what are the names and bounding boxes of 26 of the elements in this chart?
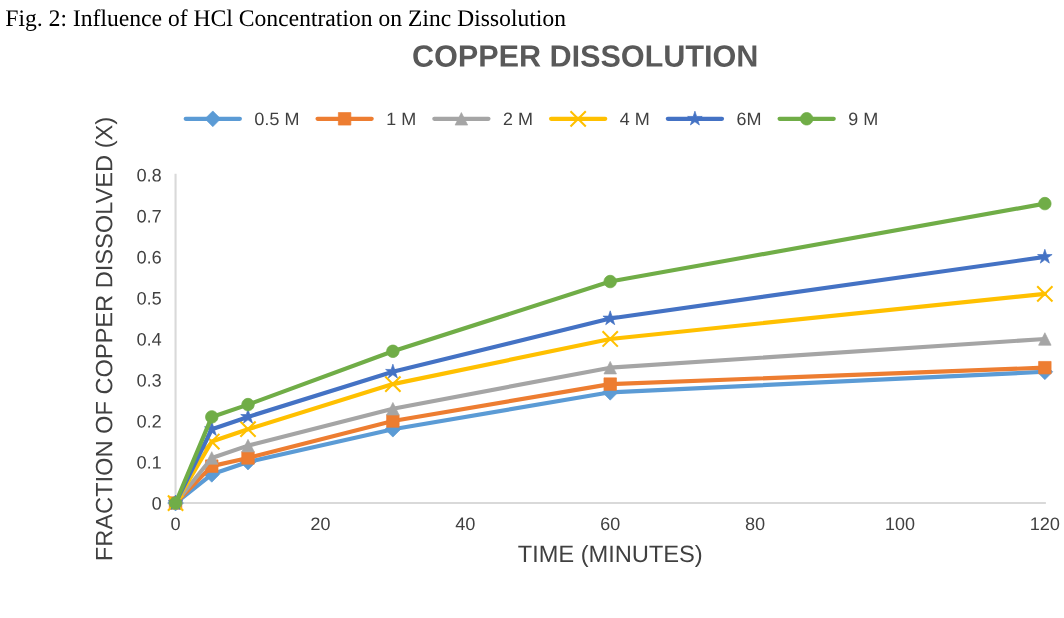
y-axis-title: FRACTION OF COPPER DISSOLVED (X) (95, 118, 118, 560)
y-tick-label: 0.5 (137, 291, 161, 305)
y-tick-label: 0.1 (137, 455, 161, 469)
caption: Fig. 2: Influence of HCl Concentration on Zinc Dissolution (6, 9, 566, 31)
y-tick-label: 0.4 (137, 332, 162, 346)
x-tick-label: 40 (455, 517, 475, 531)
x-tick-label: 120 (1031, 517, 1060, 531)
legend-label: 0.5 M (255, 112, 298, 126)
x-tick-label: 100 (886, 517, 915, 531)
legend-label: 2 M (503, 112, 532, 126)
legend-label: 4 M (620, 112, 649, 126)
y-tick-label: 0.8 (137, 168, 161, 182)
y-tick-label: 0 (152, 496, 161, 510)
y-tick-label: 0.7 (137, 209, 161, 223)
x-tick-label: 0 (171, 517, 180, 531)
chart-title: COPPER DISSOLUTION (413, 45, 757, 67)
y-tick-label: 0.3 (137, 373, 161, 387)
legend-label: 6M (737, 112, 761, 126)
legend-label: 9 M (849, 112, 877, 126)
y-tick-label: 0.2 (137, 414, 161, 428)
y-tick-label: 0.6 (137, 250, 161, 264)
x-tick-label: 60 (601, 517, 620, 531)
x-axis-title: TIME (MINUTES) (518, 544, 702, 567)
x-tick-label: 80 (745, 517, 765, 531)
legend-label: 1 M (387, 112, 415, 126)
x-tick-label: 20 (311, 517, 330, 531)
